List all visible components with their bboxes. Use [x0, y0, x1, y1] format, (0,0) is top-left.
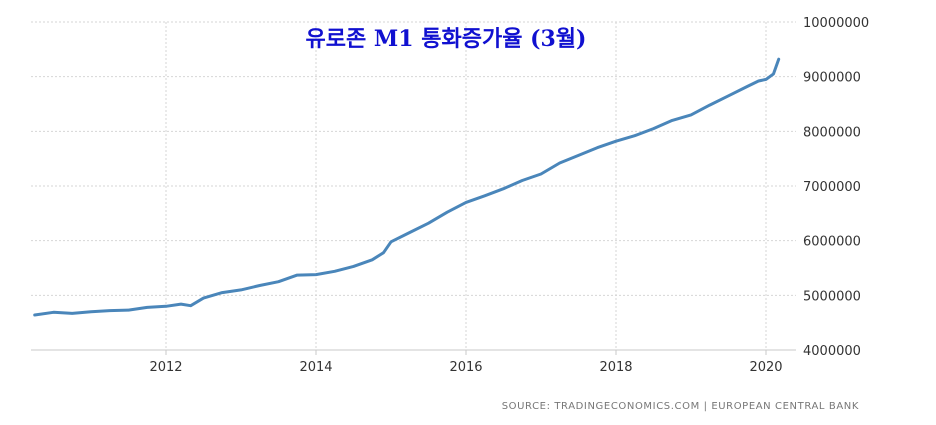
y-tick-label: 4000000	[803, 344, 861, 359]
y-tick-label: 10000000	[803, 16, 869, 31]
source-note: SOURCE: TRADINGECONOMICS.COM | EUROPEAN …	[502, 401, 859, 412]
x-tick-label: 2020	[749, 360, 782, 375]
x-tick-label: 2014	[299, 360, 332, 375]
y-tick-label: 8000000	[803, 125, 861, 140]
y-tick-label: 6000000	[803, 235, 861, 250]
y-tick-label: 5000000	[803, 289, 861, 304]
x-tick-label: 2018	[599, 360, 632, 375]
y-tick-label: 7000000	[803, 180, 861, 195]
gridlines	[31, 21, 796, 350]
x-tick-label: 2016	[449, 360, 482, 375]
y-axis-ticks: 4000000 5000000 6000000 7000000 8000000 90000…	[803, 16, 869, 359]
series-layer	[33, 57, 781, 317]
x-tick-label: 2012	[149, 360, 182, 375]
chart-title: 유로존 M1 통화증가율 (3월)	[306, 26, 587, 52]
series-line	[33, 57, 781, 317]
y-tick-label: 9000000	[803, 71, 861, 86]
x-axis-ticks: 2012 2014 2016 2018 2020	[149, 350, 783, 375]
